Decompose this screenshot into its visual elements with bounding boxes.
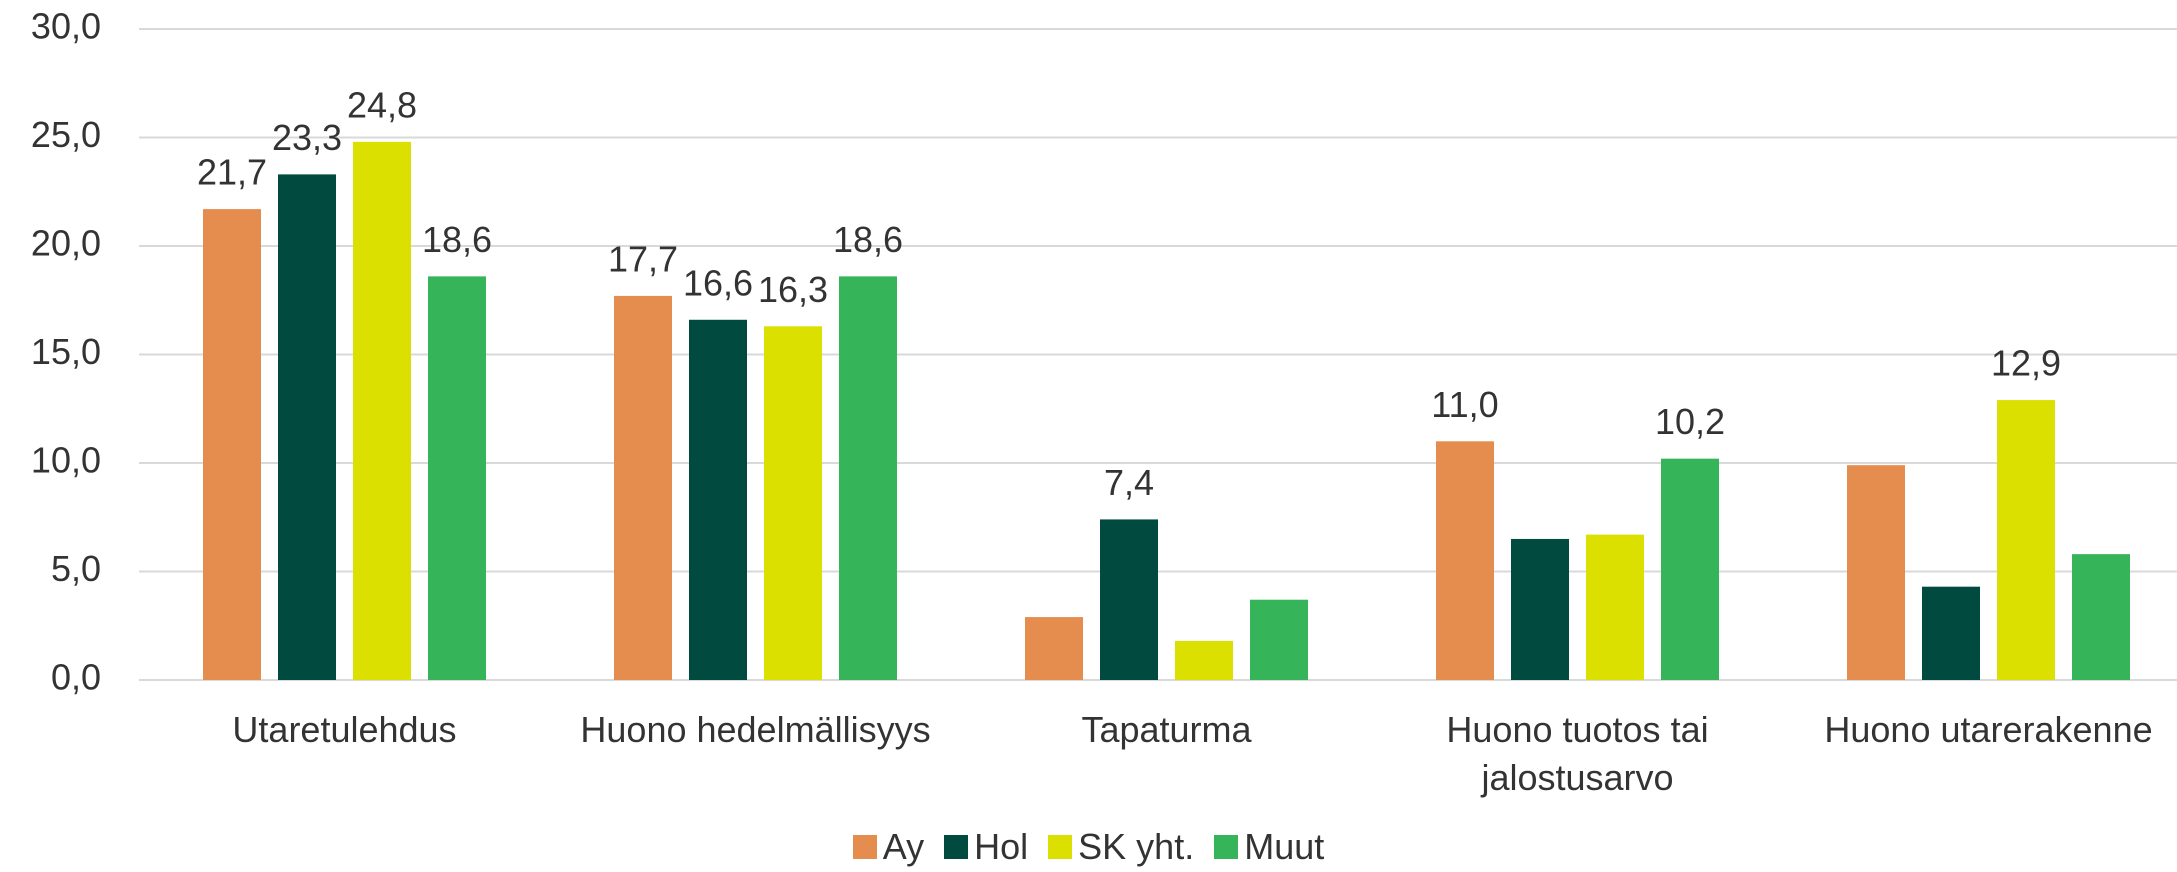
data-label: 16,3	[758, 269, 828, 310]
y-tick-label: 20,0	[31, 223, 101, 264]
x-tick-label: Huono hedelmällisyys	[580, 709, 931, 750]
y-tick-label: 10,0	[31, 440, 101, 481]
bar	[1586, 534, 1644, 680]
bar	[689, 319, 747, 680]
bar	[203, 209, 261, 681]
legend-swatch	[852, 835, 877, 859]
data-label: 11,0	[1431, 384, 1498, 425]
data-label: 10,2	[1655, 401, 1725, 442]
y-tick-label: 25,0	[31, 114, 101, 155]
bar	[764, 326, 822, 680]
data-label: 21,7	[197, 152, 267, 193]
legend-label: SK yht.	[1078, 826, 1195, 867]
legend-label: Muut	[1244, 826, 1325, 867]
bar	[1847, 465, 1905, 680]
legend-swatch	[1214, 835, 1239, 859]
data-label: 23,3	[272, 117, 342, 158]
y-tick-label: 5,0	[51, 548, 101, 589]
legend-swatch	[944, 835, 969, 859]
legend-label: Hol	[974, 826, 1029, 867]
bar	[1661, 458, 1719, 680]
legend-label: Ay	[882, 826, 925, 867]
data-label: 12,9	[1991, 343, 2061, 384]
bar	[2072, 554, 2130, 680]
bar	[278, 174, 336, 680]
bar	[614, 295, 672, 680]
x-tick-label: Huono tuotos tai jalostusarvo	[1446, 709, 1709, 798]
legend-item: Muut	[1214, 826, 1324, 868]
bar	[839, 276, 897, 680]
x-tick-label: Tapaturma	[1081, 709, 1252, 750]
bar	[1025, 617, 1083, 680]
x-tick-label: Utaretulehdus	[232, 709, 457, 750]
bar	[1175, 640, 1233, 680]
bar	[1922, 586, 1980, 680]
data-label: 16,6	[683, 262, 753, 303]
data-label: 7,4	[1104, 462, 1154, 503]
data-label: 18,6	[422, 219, 492, 260]
y-tick-label: 15,0	[31, 331, 101, 372]
data-label: 18,6	[833, 219, 903, 260]
bar	[428, 276, 486, 680]
legend-swatch	[1048, 835, 1073, 859]
data-label: 24,8	[347, 84, 417, 125]
bar	[1511, 538, 1569, 680]
bar	[1436, 441, 1494, 680]
legend-item: SK yht.	[1048, 826, 1194, 868]
data-label: 17,7	[608, 238, 678, 279]
legend-item: Hol	[944, 826, 1028, 868]
legend: Ay Hol SK yht. Muut	[0, 826, 2177, 868]
x-tick-label: Huono utarerakenne	[1824, 709, 2153, 750]
bar	[1250, 599, 1308, 680]
bar	[1997, 400, 2055, 680]
bar	[1100, 519, 1158, 680]
y-tick-label: 30,0	[31, 6, 101, 47]
legend-item: Ay	[852, 826, 925, 868]
y-tick-label: 0,0	[51, 657, 101, 698]
bar	[353, 141, 411, 681]
